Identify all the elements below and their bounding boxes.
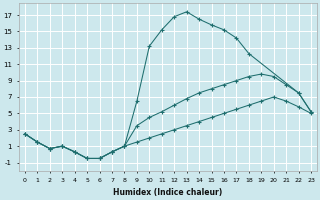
X-axis label: Humidex (Indice chaleur): Humidex (Indice chaleur) bbox=[113, 188, 223, 197]
